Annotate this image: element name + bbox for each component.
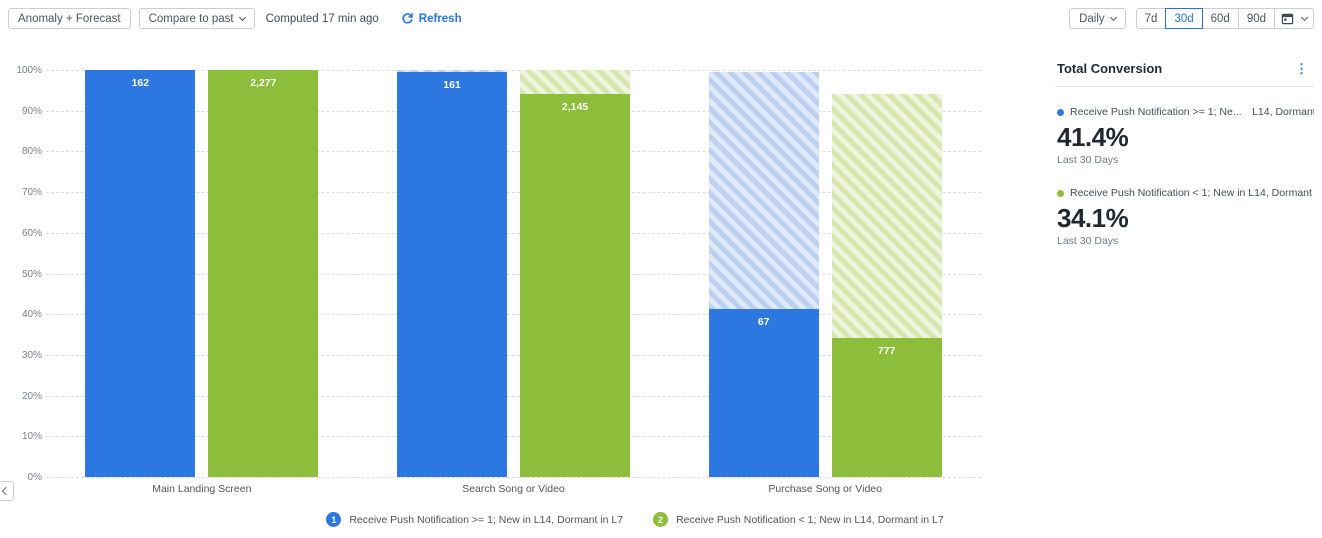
gridline [46, 192, 981, 194]
bar-count-label: 2,277 [250, 77, 277, 89]
series2-conversion-period: Last 30 Days [1057, 235, 1119, 247]
funnel-bar-step1-series1[interactable] [85, 70, 196, 477]
plot-area: 162 2,277 161 2,145 67 777 [46, 70, 981, 478]
funnel-dropoff-step2-series2[interactable] [520, 70, 630, 94]
collapse-left-panel-button[interactable] [0, 481, 14, 501]
series2-dot-icon [1057, 189, 1064, 197]
y-axis-tick: 40% [21, 309, 42, 321]
series1-dot-icon [1057, 108, 1064, 116]
funnel-bar-step1-series2[interactable] [208, 70, 319, 477]
funnel-bar-step2-series1[interactable] [397, 72, 507, 477]
chevron-down-icon [1300, 13, 1309, 22]
gridline [46, 70, 981, 71]
conversion-entry-series2: Receive Push Notification < 1; New in L1… [1048, 187, 1314, 247]
y-axis-tick: 70% [21, 187, 42, 199]
bar-count-label: 161 [443, 79, 461, 92]
y-axis-tick: 20% [21, 390, 42, 402]
range-7d-button[interactable]: 7d [1135, 8, 1167, 29]
gridline [46, 273, 981, 275]
funnel-bar-step2-series2[interactable] [520, 93, 630, 477]
bar-count-label: 777 [877, 345, 896, 358]
series2-cohort-label: Receive Push Notification < 1; New in L1… [1070, 187, 1314, 199]
y-axis-tick: 90% [21, 105, 42, 117]
x-axis-category-label: Main Landing Screen [152, 483, 252, 495]
series1-conversion-period: Last 30 Days [1057, 154, 1119, 166]
compare-to-past-label: Compare to past [148, 12, 234, 25]
computed-timestamp: Computed 17 min ago [265, 12, 379, 25]
total-conversion-panel: Total Conversion ⋮ Receive Push Notifica… [1048, 55, 1314, 247]
calendar-icon [1281, 13, 1294, 25]
gridline [46, 314, 981, 316]
legend-series2-label: Receive Push Notification < 1; New in L1… [676, 513, 944, 526]
kebab-menu-icon[interactable]: ⋮ [1295, 61, 1308, 76]
y-axis-tick: 60% [21, 227, 42, 239]
granularity-dropdown[interactable]: Daily [1069, 8, 1126, 29]
y-axis-tick: 0% [27, 472, 42, 483]
range-30d-button[interactable]: 30d [1165, 8, 1203, 29]
panel-divider [1055, 86, 1314, 87]
range-90d-button[interactable]: 90d [1237, 8, 1275, 29]
funnel-dropoff-step3-series1[interactable] [708, 72, 819, 309]
custom-date-range-button[interactable] [1274, 8, 1314, 29]
gridline [46, 232, 981, 234]
refresh-label: Refresh [418, 12, 462, 25]
toolbar-right: Daily 7d 30d 60d 90d [1069, 8, 1314, 29]
anomaly-forecast-button[interactable]: Anomaly + Forecast [8, 8, 131, 29]
x-axis-category-label: Search Song or Video [462, 483, 565, 495]
funnel-bar-step3-series2[interactable] [831, 338, 942, 477]
compare-to-past-dropdown[interactable]: Compare to past [138, 8, 255, 29]
series2-conversion-value: 34.1% [1057, 203, 1129, 233]
legend-item-series2[interactable]: 2 Receive Push Notification < 1; New in … [653, 512, 944, 527]
series1-cohort-label: Receive Push Notification >= 1; Ne... L1… [1070, 106, 1314, 118]
funnel-bar-step3-series1[interactable] [708, 308, 819, 477]
y-axis-tick: 100% [16, 65, 42, 76]
conversion-entry-series1: Receive Push Notification >= 1; Ne... L1… [1048, 106, 1314, 166]
toolbar-left: Anomaly + Forecast Compare to past Compu… [8, 8, 462, 29]
refresh-button[interactable]: Refresh [401, 12, 462, 25]
gridline [46, 436, 981, 438]
chevron-left-icon [1, 486, 11, 496]
range-60d-button[interactable]: 60d [1201, 8, 1239, 29]
legend-item-series1[interactable]: 1 Receive Push Notification >= 1; New in… [326, 512, 623, 527]
granularity-label: Daily [1079, 12, 1105, 25]
bar-count-label: 162 [131, 77, 150, 89]
y-axis-tick: 30% [21, 349, 42, 361]
series1-conversion-value: 41.4% [1057, 122, 1129, 152]
x-axis-category-label: Purchase Song or Video [768, 483, 882, 495]
bar-count-label: 2,145 [561, 100, 589, 113]
panel-title: Total Conversion [1057, 61, 1163, 76]
gridline [46, 395, 981, 397]
funnel-dropoff-step2-series1[interactable] [397, 70, 507, 73]
chevron-down-icon [1109, 13, 1117, 22]
funnel-dropoff-step3-series2[interactable] [831, 93, 942, 339]
bar-count-label: 67 [757, 315, 770, 328]
gridline [46, 354, 981, 356]
funnel-chart: 0% 10% 20% 30% 40% 50% 60% 70% 80% 90% 100% 162 2,2… [16, 65, 981, 495]
legend-series1-label: Receive Push Notification >= 1; New in L… [349, 513, 624, 526]
chart-legend: 1 Receive Push Notification >= 1; New in… [0, 512, 1270, 527]
legend-series2-badge: 2 [653, 512, 669, 527]
y-axis-tick: 80% [21, 146, 42, 158]
date-range-segmented-control: 7d 30d 60d 90d [1135, 8, 1314, 29]
gridline [46, 151, 981, 153]
y-axis-tick: 50% [21, 268, 42, 280]
refresh-icon [402, 13, 413, 24]
legend-series1-badge: 1 [326, 512, 342, 527]
gridline [46, 110, 981, 112]
gridline [46, 477, 981, 478]
y-axis-tick: 10% [21, 431, 42, 443]
